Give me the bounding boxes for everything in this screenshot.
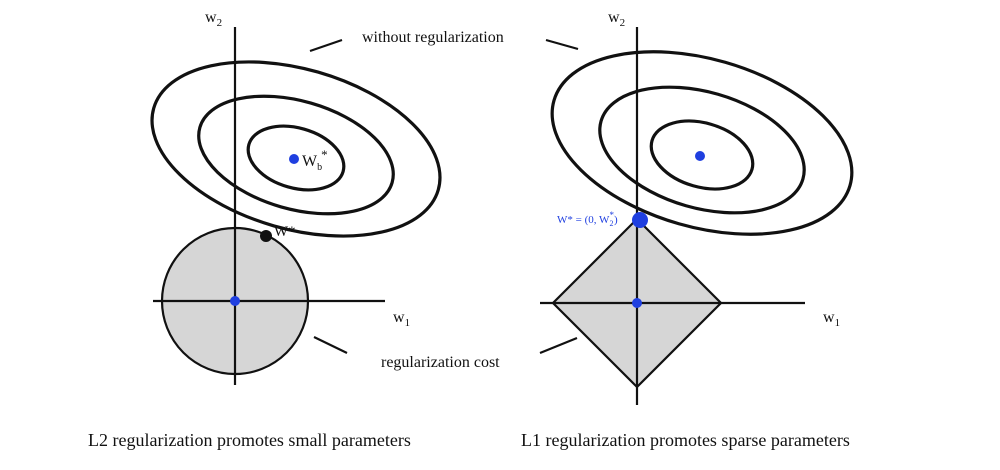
l1-cost-pointer xyxy=(539,336,578,355)
l1-contour-inner xyxy=(649,119,755,191)
l2-caption: L2 regularization promotes small paramet… xyxy=(88,430,411,450)
l1-x-axis-label: w1 xyxy=(823,309,840,329)
l1-optimum-point xyxy=(695,151,705,161)
without-regularization-label: without regularization xyxy=(362,29,504,46)
l2-contour-pointer xyxy=(309,38,343,53)
l1-loss-contours xyxy=(550,50,854,236)
l1-contour-outer xyxy=(550,50,854,236)
l1-contour-pointer xyxy=(545,38,579,51)
l1-solution-point xyxy=(632,212,648,228)
regularization-cost-label: regularization cost xyxy=(381,354,500,371)
l1-contour-middle xyxy=(598,85,806,215)
l1-origin-point xyxy=(632,298,642,308)
l2-loss-contours xyxy=(150,60,442,238)
l2-optimum-label: Wb* xyxy=(302,147,328,173)
l2-cost-pointer xyxy=(313,336,348,354)
l1-caption: L1 regularization promotes sparse parame… xyxy=(521,430,850,450)
l1-panel: w2 w1 W* = (0, W2*) L1 regularization pr… xyxy=(521,9,854,450)
l2-contour-inner xyxy=(246,124,346,192)
l2-contour-middle xyxy=(197,94,395,216)
l1-solution-label: W* = (0, W2*) xyxy=(557,210,618,228)
l2-solution-label: W* xyxy=(274,224,296,240)
l2-solution-point xyxy=(260,230,272,242)
l2-origin-point xyxy=(230,296,240,306)
l2-panel: w2 w1 Wb* W* L2 regularization promotes … xyxy=(88,9,442,450)
l2-y-axis-label: w2 xyxy=(205,9,222,29)
l1-y-axis-label: w2 xyxy=(608,9,625,29)
l2-optimum-point xyxy=(289,154,299,164)
l2-contour-outer xyxy=(150,60,442,238)
l2-x-axis-label: w1 xyxy=(393,309,410,329)
